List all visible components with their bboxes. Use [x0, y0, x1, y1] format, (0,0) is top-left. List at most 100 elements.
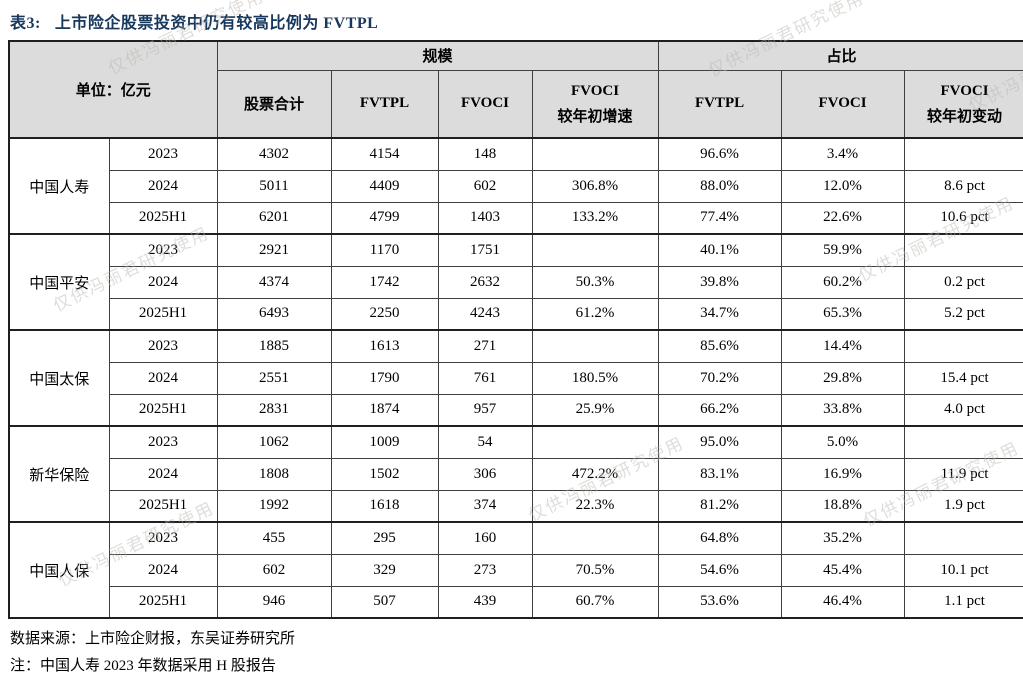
year-cell: 2023 — [108, 233, 218, 267]
remark-note: 注：中国人寿 2023 年数据采用 H 股报告 — [10, 658, 276, 674]
value-cell: 374 — [437, 489, 533, 523]
value-cell: 306.8% — [531, 169, 659, 203]
value-cell: 1.9 pct — [903, 489, 1023, 523]
col-header-fvoci-share: FVOCI — [780, 69, 905, 139]
year-cell: 2023 — [108, 329, 218, 363]
table-row: 2024 2551 1790 761 180.5% 70.2% 29.8% 15.4 pct — [9, 361, 1023, 395]
table-title: 表3: 上市险企股票投资中仍有较高比例为 FVTPL — [10, 9, 378, 33]
value-cell — [903, 521, 1023, 555]
value-cell: 3.4% — [780, 137, 905, 171]
year-cell: 2024 — [108, 265, 218, 299]
value-cell: 70.5% — [531, 553, 659, 587]
value-cell: 2921 — [216, 233, 332, 267]
value-cell: 439 — [437, 585, 533, 619]
value-cell: 8.6 pct — [903, 169, 1023, 203]
col-header-fvoci-growth: FVOCI 较年初增速 — [531, 69, 659, 139]
table-row: 2024 1808 1502 306 472.2% 83.1% 16.9% 11.9 pct — [9, 457, 1023, 491]
table-body: 中国人寿 2023 4302 4154 148 96.6% 3.4% 2024 5011 4409… — [8, 137, 1023, 619]
value-cell: 61.2% — [531, 297, 659, 331]
table-row: 2025H1 946 507 439 60.7% 53.6% 46.4% 1.1 pct — [9, 585, 1023, 619]
value-cell: 60.2% — [780, 265, 905, 299]
year-cell: 2023 — [108, 521, 218, 555]
table-row: 中国人保 2023 455 295 160 64.8% 35.2% — [8, 521, 1023, 619]
value-cell: 88.0% — [657, 169, 782, 203]
value-cell: 53.6% — [657, 585, 782, 619]
value-cell: 46.4% — [780, 585, 905, 619]
value-cell: 25.9% — [531, 393, 659, 427]
value-cell: 15.4 pct — [903, 361, 1023, 395]
table-row: 2024 4374 1742 2632 50.3% 39.8% 60.2% 0.2 pct — [9, 265, 1023, 299]
value-cell: 2250 — [330, 297, 439, 331]
value-cell: 1.1 pct — [903, 585, 1023, 619]
year-cell: 2025H1 — [108, 297, 218, 331]
value-cell: 1613 — [330, 329, 439, 363]
value-cell: 295 — [330, 521, 439, 555]
value-cell: 60.7% — [531, 585, 659, 619]
value-cell: 65.3% — [780, 297, 905, 331]
value-cell: 4799 — [330, 201, 439, 235]
year-cell: 2024 — [108, 553, 218, 587]
value-cell: 6493 — [216, 297, 332, 331]
value-cell: 1618 — [330, 489, 439, 523]
value-cell: 1751 — [437, 233, 533, 267]
value-cell: 5.0% — [780, 425, 905, 459]
value-cell: 45.4% — [780, 553, 905, 587]
source-note: 数据来源：上市险企财报，东吴证券研究所 — [10, 631, 296, 647]
value-cell: 34.7% — [657, 297, 782, 331]
col-header-fvoci-scale: FVOCI — [437, 69, 533, 139]
value-cell: 148 — [437, 137, 533, 171]
value-cell: 35.2% — [780, 521, 905, 555]
col-header-fvoci-growth-line2: 较年初增速 — [557, 108, 633, 125]
value-cell: 77.4% — [657, 201, 782, 235]
year-cell: 2025H1 — [108, 201, 218, 235]
value-cell: 33.8% — [780, 393, 905, 427]
value-cell: 1808 — [216, 457, 332, 491]
company-cell: 中国平安 — [8, 233, 110, 331]
value-cell: 180.5% — [531, 361, 659, 395]
col-header-stock-total: 股票合计 — [216, 69, 332, 139]
year-cell: 2024 — [108, 361, 218, 395]
value-cell: 1062 — [216, 425, 332, 459]
table-row: 新华保险 2023 1062 1009 54 95.0% 5.0% — [8, 425, 1023, 523]
value-cell: 761 — [437, 361, 533, 395]
col-header-fvoci-growth-line1: FVOCI — [571, 82, 620, 99]
value-cell: 54 — [437, 425, 533, 459]
table-row: 2025H1 2831 1874 957 25.9% 66.2% 33.8% 4.0 pct — [9, 393, 1023, 427]
value-cell: 81.2% — [657, 489, 782, 523]
value-cell — [531, 521, 659, 555]
value-cell: 14.4% — [780, 329, 905, 363]
value-cell: 946 — [216, 585, 332, 619]
value-cell: 96.6% — [657, 137, 782, 171]
value-cell: 95.0% — [657, 425, 782, 459]
value-cell: 271 — [437, 329, 533, 363]
company-cell: 中国太保 — [8, 329, 110, 427]
value-cell: 4243 — [437, 297, 533, 331]
year-cell: 2024 — [108, 457, 218, 491]
value-cell — [903, 137, 1023, 171]
value-cell: 957 — [437, 393, 533, 427]
value-cell: 12.0% — [780, 169, 905, 203]
value-cell: 10.1 pct — [903, 553, 1023, 587]
value-cell: 602 — [216, 553, 332, 587]
value-cell: 160 — [437, 521, 533, 555]
unit-label-cell: 单位：亿元 — [8, 40, 218, 139]
value-cell: 1992 — [216, 489, 332, 523]
table-row: 中国人寿 2023 4302 4154 148 96.6% 3.4% — [8, 137, 1023, 235]
value-cell: 1742 — [330, 265, 439, 299]
value-cell: 5.2 pct — [903, 297, 1023, 331]
value-cell — [903, 425, 1023, 459]
value-cell: 4302 — [216, 137, 332, 171]
insurance-stock-table: 单位：亿元 规模 占比 股票合计 FVTPL FVOCI FVOCI 较年初增速… — [8, 40, 1023, 619]
year-cell: 2024 — [108, 169, 218, 203]
value-cell: 1790 — [330, 361, 439, 395]
col-header-fvoci-change-line2: 较年初变动 — [927, 108, 1003, 125]
value-cell: 85.6% — [657, 329, 782, 363]
value-cell: 133.2% — [531, 201, 659, 235]
year-cell: 2025H1 — [108, 585, 218, 619]
value-cell: 54.6% — [657, 553, 782, 587]
table-header: 单位：亿元 规模 占比 股票合计 FVTPL FVOCI FVOCI 较年初增速… — [8, 40, 1023, 139]
table-number: 表3: — [10, 15, 41, 32]
company-cell: 中国人寿 — [8, 137, 110, 235]
share-group-header: 占比 — [657, 40, 1023, 71]
table-title-text: 上市险企股票投资中仍有较高比例为 FVTPL — [54, 15, 379, 32]
